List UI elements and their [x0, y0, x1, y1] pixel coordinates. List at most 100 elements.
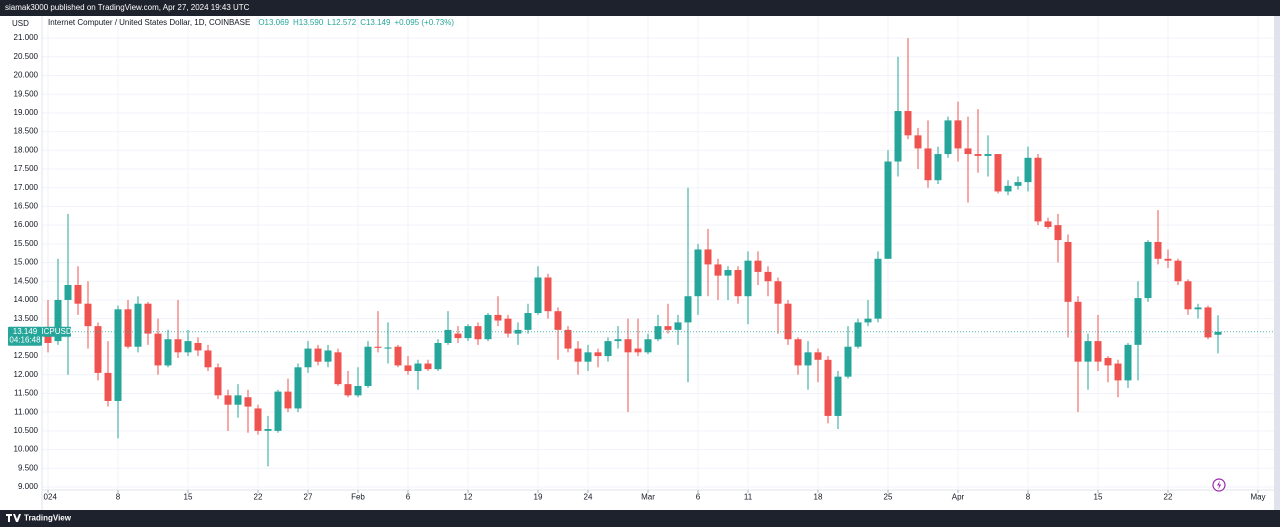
candle-body — [1104, 357, 1112, 366]
candle-body — [974, 154, 982, 156]
candle-body — [104, 372, 112, 401]
x-tick-label: Mar — [641, 493, 655, 502]
candle-body — [824, 359, 832, 416]
candle-body — [204, 350, 212, 368]
legend-header: Internet Computer / United States Dollar… — [48, 18, 454, 27]
candle-body — [1084, 341, 1092, 362]
y-tick-label: 19.500 — [14, 89, 39, 98]
candle-body — [364, 346, 372, 386]
x-tick-label: Feb — [351, 493, 365, 502]
candle-body — [314, 348, 322, 362]
candle-body — [544, 277, 552, 312]
alert-icon[interactable] — [1212, 478, 1226, 492]
candle-body — [574, 348, 582, 362]
candle-body — [134, 303, 142, 347]
candle-body — [644, 339, 652, 353]
candle-body — [684, 296, 692, 323]
candle-body — [514, 329, 522, 334]
candle-body — [344, 384, 352, 396]
y-tick-label: 16.500 — [14, 202, 39, 211]
countdown: 04:16:48 — [9, 335, 41, 344]
candle-body — [694, 249, 702, 297]
alert-bolt[interactable] — [1217, 480, 1222, 490]
candle-body — [1154, 241, 1162, 259]
candle-body — [164, 339, 172, 366]
candle-body — [944, 120, 952, 155]
candle-body — [294, 367, 302, 409]
candle-body — [844, 346, 852, 377]
y-tick-label: 11.000 — [14, 407, 38, 416]
candle-body — [1164, 258, 1172, 261]
candle-body — [434, 342, 442, 370]
candle-body — [594, 352, 602, 357]
candle-body — [254, 408, 262, 431]
candle-body — [394, 346, 402, 366]
y-tick-label: 14.000 — [14, 295, 39, 304]
candle-body — [884, 161, 892, 259]
candle-body — [114, 309, 122, 401]
candle-body — [324, 350, 332, 362]
candle-body — [934, 154, 942, 181]
candle-body — [474, 326, 482, 340]
ohlc-close: C13.149 — [360, 18, 391, 27]
candle-body — [1174, 260, 1182, 282]
candle-body — [664, 326, 672, 330]
symbol: Internet Computer / United States Dollar… — [48, 18, 250, 27]
y-tick-label: 18.000 — [14, 145, 39, 154]
candle-body — [54, 299, 62, 342]
x-tick-label: 6 — [406, 493, 411, 502]
y-tick-label: 14.500 — [14, 276, 39, 285]
price-tag-value: 13.149 — [13, 327, 38, 336]
candle-body — [74, 284, 82, 304]
y-tick-label: 20.500 — [14, 52, 39, 61]
candle-body — [864, 318, 872, 323]
candle-body — [914, 135, 922, 149]
candle-body — [584, 352, 592, 362]
y-tick-label: 17.000 — [14, 183, 39, 192]
y-tick-label: 12.000 — [14, 370, 39, 379]
logo — [6, 514, 21, 522]
candle-body — [1194, 307, 1202, 310]
x-tick-label: 8 — [1026, 493, 1031, 502]
candle-body — [284, 391, 292, 409]
candle-body — [874, 258, 882, 319]
x-tick-label: May — [1250, 493, 1265, 502]
candle-body — [1064, 241, 1072, 302]
candle-body — [534, 277, 542, 314]
candle-body — [354, 385, 362, 396]
candle-body — [704, 249, 712, 265]
top-bar — [0, 0, 1280, 16]
x-tick-label: 11 — [744, 493, 753, 502]
candle-body — [274, 391, 282, 431]
candle-body — [184, 341, 192, 353]
y-tick-label: 20.000 — [14, 71, 39, 80]
candle-body — [404, 365, 412, 372]
candle-body — [454, 333, 462, 339]
y-tick-label: 9.500 — [18, 463, 39, 472]
y-tick-label: 10.500 — [14, 426, 39, 435]
y-tick-label: 13.500 — [14, 314, 39, 323]
candle-body — [854, 322, 862, 347]
x-tick-label: 25 — [884, 493, 893, 502]
candle-body — [794, 339, 802, 366]
candle-body — [1124, 344, 1132, 381]
candle-body — [994, 154, 1002, 192]
candle-body — [1214, 331, 1222, 335]
candle-body — [774, 281, 782, 304]
candle-body — [144, 303, 152, 334]
x-tick-label: 22 — [254, 493, 263, 502]
candle-body — [504, 318, 512, 334]
candle-body — [954, 120, 962, 149]
ohlc-change: +0.095 (+0.73%) — [394, 18, 454, 27]
candle-body — [654, 326, 662, 340]
candle-body — [734, 270, 742, 297]
candle-body — [1204, 307, 1212, 338]
candle-body — [924, 148, 932, 181]
ohlc-low: L12.572 — [327, 18, 356, 27]
brand: TradingView — [24, 514, 72, 523]
candle-body — [44, 333, 52, 343]
candle-body — [374, 346, 382, 348]
candle-body — [634, 348, 642, 353]
